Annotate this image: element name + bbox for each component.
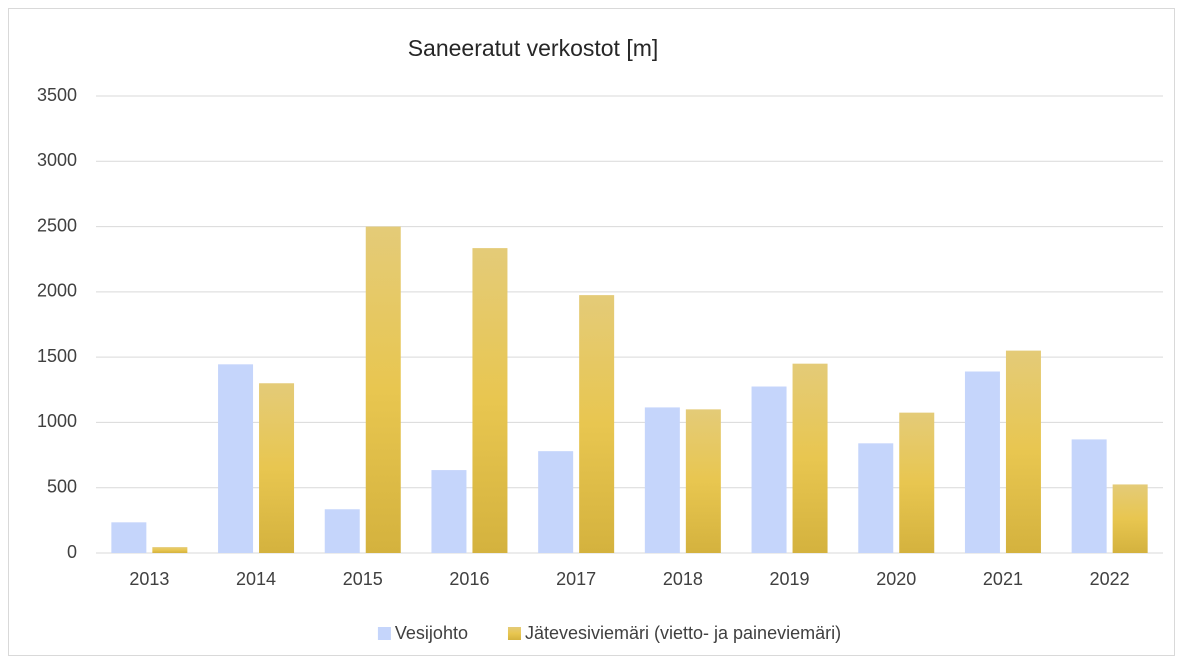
bar	[259, 383, 295, 553]
x-tick-label: 2022	[1090, 569, 1130, 589]
bar	[365, 226, 401, 554]
x-tick-label: 2013	[129, 569, 169, 589]
x-tick-label: 2019	[770, 569, 810, 589]
legend-label: Vesijohto	[395, 623, 468, 643]
bar	[685, 409, 721, 553]
bar	[579, 295, 615, 553]
bar	[538, 451, 574, 553]
bar	[111, 522, 147, 553]
y-tick-label: 3000	[37, 150, 77, 170]
legend-swatch	[507, 627, 521, 640]
y-tick-label: 1500	[37, 346, 77, 366]
x-tick-label: 2014	[236, 569, 276, 589]
x-tick-label: 2021	[983, 569, 1023, 589]
bar	[472, 248, 508, 553]
bar	[1112, 484, 1148, 553]
x-tick-label: 2018	[663, 569, 703, 589]
bar	[964, 371, 1000, 553]
bar	[899, 412, 935, 553]
bar	[792, 363, 828, 553]
y-tick-label: 2500	[37, 215, 77, 235]
bar	[858, 443, 894, 553]
chart-title: Saneeratut verkostot [m]	[408, 35, 659, 61]
y-tick-label: 2000	[37, 281, 77, 301]
bar	[152, 547, 188, 553]
bar	[751, 386, 787, 553]
y-tick-label: 500	[47, 476, 77, 496]
bar	[324, 509, 360, 553]
legend-label: Jätevesiviemäri (vietto- ja paineviemäri…	[525, 623, 841, 643]
bar	[431, 470, 467, 553]
y-tick-label: 1000	[37, 411, 77, 431]
x-tick-label: 2016	[449, 569, 489, 589]
bar	[1071, 439, 1107, 553]
y-tick-label: 0	[67, 542, 77, 562]
bar	[218, 364, 254, 553]
bar	[644, 407, 680, 553]
bar	[1005, 350, 1041, 553]
x-tick-label: 2017	[556, 569, 596, 589]
legend-swatch	[377, 627, 391, 640]
x-tick-label: 2015	[343, 569, 383, 589]
y-tick-label: 3500	[37, 85, 77, 105]
x-tick-label: 2020	[876, 569, 916, 589]
